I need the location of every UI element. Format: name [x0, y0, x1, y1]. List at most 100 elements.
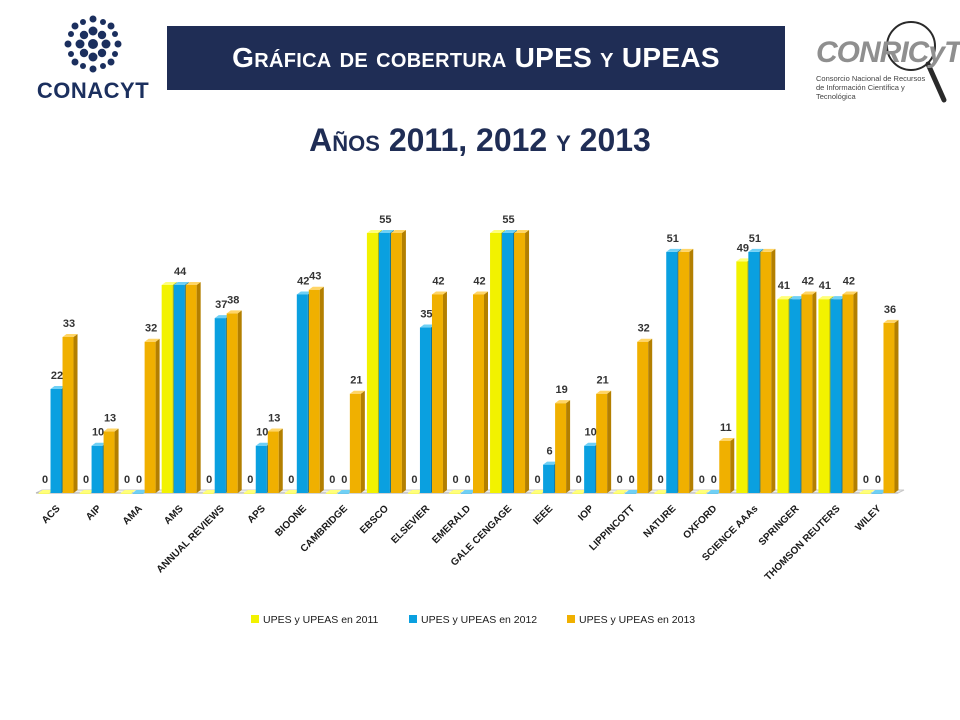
- bar: [695, 490, 711, 494]
- data-label: 32: [638, 323, 650, 335]
- bar-front: [325, 493, 337, 494]
- bar-top: [707, 490, 723, 493]
- data-label: 55: [502, 214, 514, 226]
- bar: [625, 490, 641, 494]
- bar-side: [319, 286, 324, 493]
- data-label: 0: [658, 474, 664, 486]
- bar-front: [502, 233, 514, 493]
- bar-front: [777, 299, 789, 493]
- bar-top: [801, 291, 817, 295]
- data-label: 49: [737, 242, 749, 254]
- bar-top: [62, 334, 78, 337]
- bar-front: [226, 313, 238, 493]
- bar-top: [349, 390, 365, 394]
- bar-front: [531, 493, 543, 494]
- bar-side: [812, 291, 817, 493]
- x-tick-label: BIOONE: [273, 503, 309, 539]
- bar-front: [161, 285, 173, 493]
- bar-front: [490, 233, 502, 493]
- bar-front: [625, 493, 637, 494]
- bar: [555, 400, 571, 493]
- bar-top: [666, 248, 682, 252]
- legend-item: UPES y UPEAS en 2011: [251, 614, 379, 626]
- bar-front: [514, 233, 526, 493]
- bar-front: [366, 233, 378, 493]
- x-tick-label: ANNUAL REVIEWS: [155, 503, 227, 575]
- data-label: 0: [329, 474, 335, 486]
- bar: [842, 291, 858, 493]
- bar-top: [296, 291, 312, 295]
- bar-top: [572, 490, 588, 493]
- bar: [62, 334, 78, 493]
- data-label: 55: [379, 214, 391, 226]
- bar-top: [337, 490, 353, 493]
- bar: [613, 490, 629, 494]
- bar-top: [185, 282, 201, 285]
- bar: [267, 428, 283, 493]
- data-label: 0: [535, 474, 541, 486]
- bar-top: [842, 291, 858, 295]
- bar-side: [401, 230, 406, 493]
- bar: [871, 490, 887, 494]
- bar-top: [490, 230, 506, 233]
- data-label: 13: [268, 413, 280, 425]
- bar-front: [267, 431, 279, 493]
- bar-front: [719, 441, 731, 493]
- bar-front: [390, 233, 402, 493]
- bar-top: [419, 324, 435, 328]
- data-label: 0: [699, 474, 705, 486]
- bar-top: [777, 296, 793, 300]
- bar-front: [871, 493, 883, 494]
- bar-side: [771, 248, 776, 493]
- bar: [883, 319, 899, 493]
- x-tick-label: ACS: [40, 503, 63, 526]
- x-tick-label: EBSCO: [358, 503, 391, 536]
- conacyt-dots-emblem: [64, 15, 122, 73]
- data-label: 0: [124, 474, 130, 486]
- title-banner: Gráfica de cobertura UPES y UPEAS: [167, 26, 785, 90]
- bar-side: [525, 230, 530, 493]
- bar-side: [73, 334, 78, 493]
- bar-side: [853, 291, 858, 493]
- bar-side: [607, 390, 612, 493]
- bar-side: [360, 390, 365, 493]
- bar: [760, 248, 776, 493]
- data-label: 41: [819, 280, 831, 292]
- bar-side: [278, 428, 283, 493]
- bar-front: [185, 285, 197, 493]
- bar-front: [38, 493, 50, 494]
- bar-front: [543, 464, 555, 493]
- bar-front: [678, 251, 690, 493]
- data-label: 37: [215, 299, 227, 311]
- data-label: 0: [136, 474, 142, 486]
- x-tick-label: AIP: [84, 503, 104, 523]
- data-label: 44: [174, 266, 187, 278]
- bar-top: [625, 490, 641, 493]
- data-label: 51: [749, 233, 761, 245]
- x-tick-label: OXFORD: [681, 503, 719, 541]
- data-label: 35: [420, 309, 432, 321]
- legend-item: UPES y UPEAS en 2012: [409, 614, 537, 626]
- bar: [572, 490, 588, 494]
- bar-front: [120, 493, 132, 494]
- x-tick-label: NATURE: [642, 503, 679, 540]
- bar-side: [442, 291, 447, 493]
- bar: [185, 282, 201, 493]
- bar-side: [648, 338, 653, 493]
- bar-front: [103, 431, 115, 493]
- bar-front: [50, 389, 62, 493]
- bar-top: [818, 296, 834, 300]
- bar-side: [566, 400, 571, 493]
- bar-top: [366, 230, 382, 233]
- bar-front: [144, 341, 156, 493]
- bar-top: [678, 248, 694, 252]
- bar-front: [473, 294, 484, 493]
- data-label: 0: [617, 474, 623, 486]
- legend-swatch: [567, 615, 575, 623]
- bar: [226, 310, 242, 493]
- bar: [390, 230, 406, 493]
- bar-side: [894, 319, 899, 493]
- bar-top: [584, 442, 600, 446]
- data-label: 42: [843, 275, 855, 287]
- data-label: 10: [585, 427, 597, 439]
